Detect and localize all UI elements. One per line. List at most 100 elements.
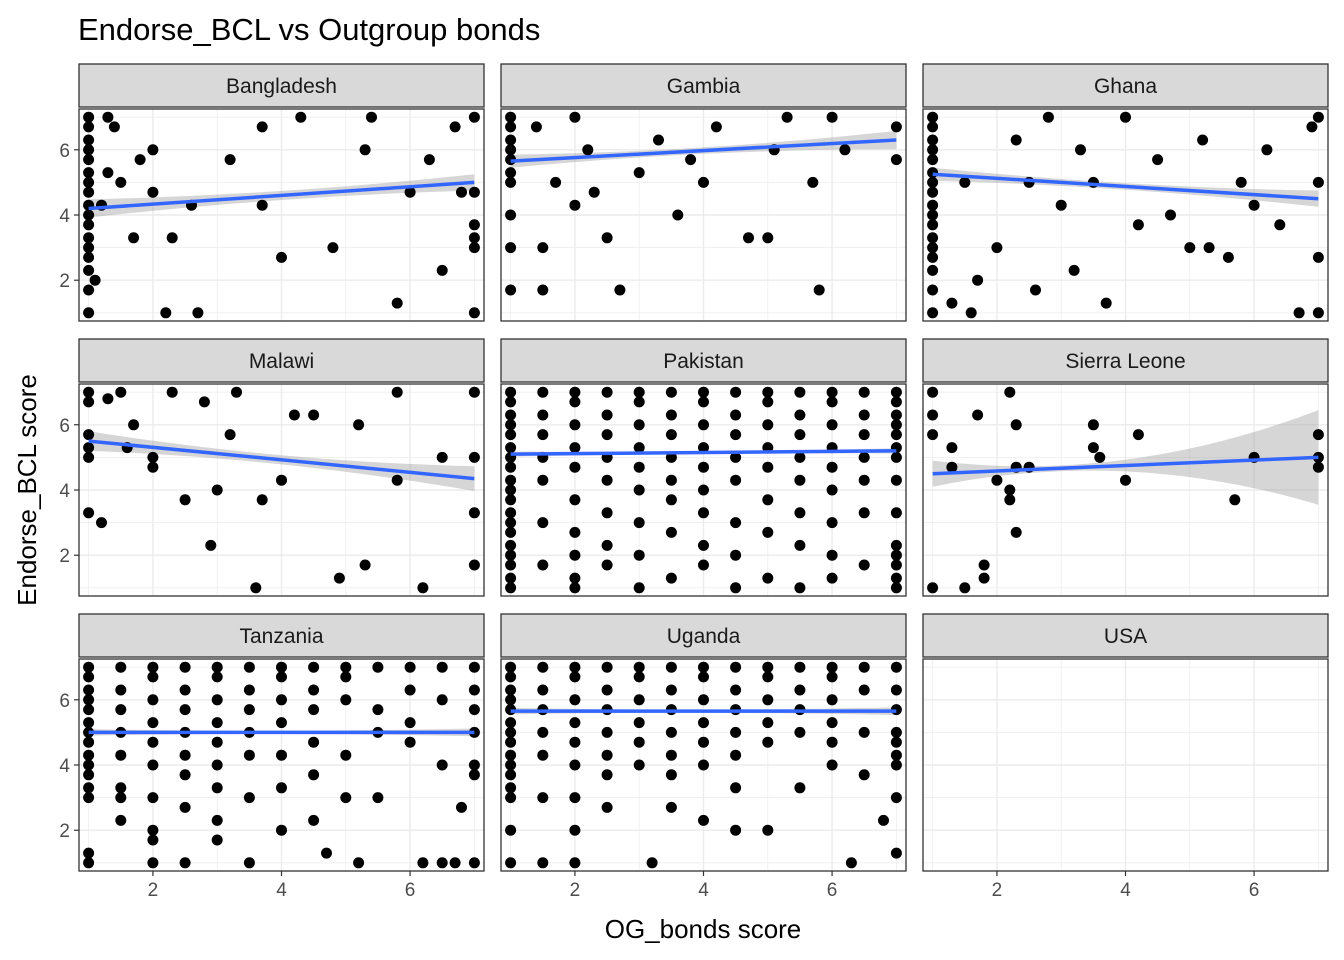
x-tick-label: 4 [698,880,709,901]
data-point [633,461,645,473]
data-point [505,582,517,594]
data-point [505,736,517,748]
facet-label: Sierra Leone [1065,350,1185,373]
data-point [927,199,939,211]
data-point [115,814,127,826]
data-point [308,769,320,781]
data-point [198,396,210,408]
data-point [839,144,851,156]
data-point [243,857,255,869]
data-point [730,451,742,463]
data-point [96,517,107,529]
data-point [505,671,517,683]
data-point [1197,134,1209,146]
data-point [115,782,127,794]
data-point [890,582,902,594]
data-point [83,671,95,683]
data-point [927,134,939,146]
data-point [890,749,902,761]
data-point [730,549,742,561]
data-point [698,717,709,729]
facet-strip [78,63,485,108]
data-point [231,386,242,398]
data-point [601,232,613,244]
y-tick-label: 4 [59,756,70,777]
data-point [115,176,127,188]
data-point [633,419,645,431]
data-point [530,121,542,133]
y-tick-label: 2 [59,271,70,292]
data-point [537,474,549,486]
data-point [633,736,645,748]
data-point [340,671,352,683]
data-point [505,559,517,571]
data-point [340,749,352,761]
data-point [601,507,613,519]
data-point [83,451,95,463]
data-point [762,694,774,706]
data-point [211,736,223,748]
data-point [468,242,480,254]
y-axis-title: Endorse_BCL score [12,374,42,606]
y-tick-label: 4 [59,206,70,227]
data-point [730,409,742,421]
data-point [1004,494,1016,506]
data-point [83,429,95,441]
data-point [83,186,95,198]
data-point [147,857,159,869]
data-point [781,111,793,123]
data-point [256,199,268,211]
data-point [83,284,95,296]
data-point [569,661,581,673]
data-point [890,419,902,431]
data-point [147,824,159,836]
data-point [633,396,645,408]
data-point [569,494,581,506]
data-point [1120,474,1131,486]
facet-strip [78,613,485,658]
data-point [391,386,403,398]
data-point [927,251,939,263]
data-point [83,769,95,781]
data-point [601,726,613,738]
data-point [730,429,742,441]
data-point [243,684,255,696]
facet-label: Bangladesh [226,75,337,98]
data-point [436,857,448,869]
data-point [115,792,127,804]
data-point [147,736,159,748]
data-point [83,396,95,408]
data-point [665,661,677,673]
data-point [83,749,95,761]
data-point [537,386,549,398]
data-point [276,824,287,836]
data-points [83,111,480,319]
data-point [505,494,517,506]
data-point [858,451,870,463]
data-point [308,704,320,716]
data-point [83,736,95,748]
panel-border [500,383,907,597]
data-point [762,717,774,729]
data-point [211,759,223,771]
data-point [179,769,191,781]
data-point [646,857,658,869]
data-point [826,111,838,123]
data-point [243,792,255,804]
data-point [569,824,581,836]
data-point [147,671,159,683]
data-point [1312,176,1324,188]
facet-strip [922,613,1329,658]
data-point [505,396,517,408]
data-point [83,209,95,221]
data-point [102,167,114,179]
x-tick-label: 2 [992,880,1003,901]
data-point [83,134,95,146]
data-point [537,409,549,421]
facet-strip [500,338,907,383]
data-point [276,749,287,761]
data-point [505,484,517,496]
data-point [710,121,722,133]
data-point [858,386,870,398]
data-point [179,704,191,716]
